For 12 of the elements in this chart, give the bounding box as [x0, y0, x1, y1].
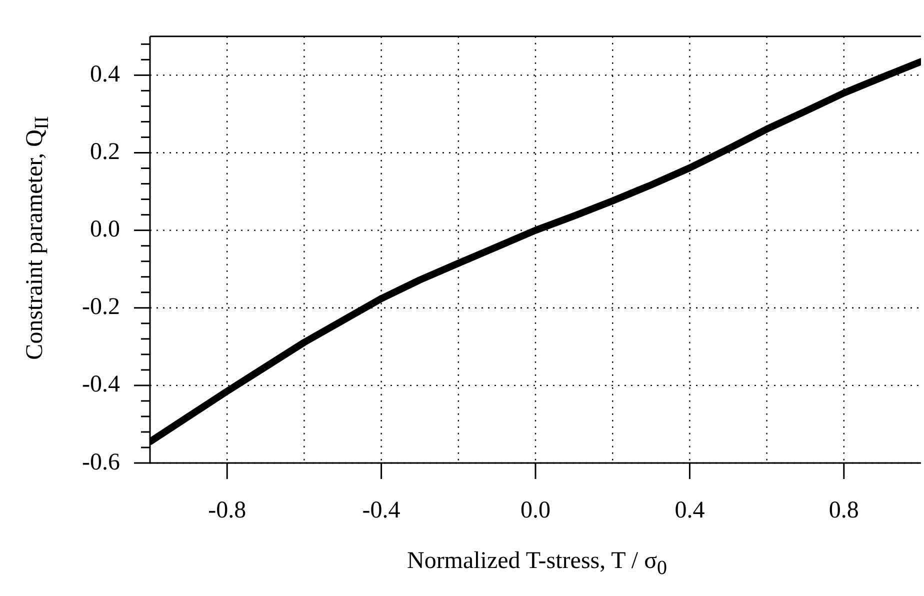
- x-tick-label: 0.0: [520, 498, 550, 524]
- x-tick-label: -0.4: [362, 498, 400, 524]
- x-axis-title: Normalized T-stress, T / σ$_{0}$: [406, 548, 668, 580]
- x-tick-label: 0.8: [828, 498, 859, 524]
- y-tick-label: -0.4: [82, 372, 120, 398]
- x-tick-label: -0.8: [208, 498, 246, 524]
- y-tick-label: -0.2: [82, 294, 120, 320]
- x-tick-label: 0.4: [674, 498, 705, 524]
- y-tick-label: -0.6: [82, 449, 120, 476]
- y-tick-label: 0.4: [90, 61, 120, 88]
- y-tick-label: 0.2: [90, 139, 120, 166]
- y-tick-label: 0.0: [90, 216, 120, 243]
